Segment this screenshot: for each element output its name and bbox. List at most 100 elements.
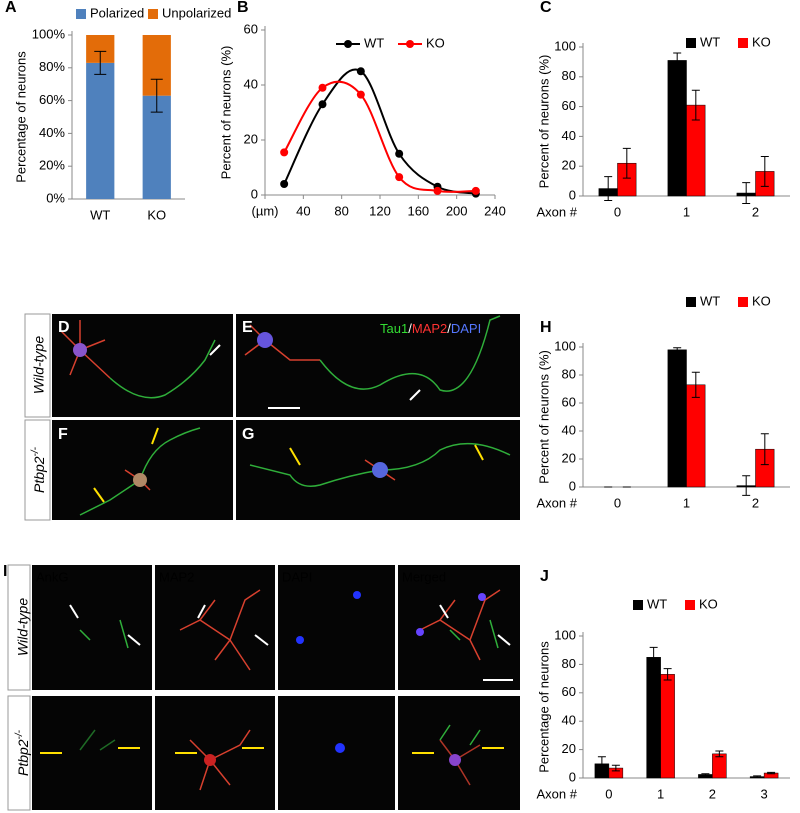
point [395, 173, 404, 182]
y-tick-label: 40 [562, 422, 576, 437]
y-tick-label: 80% [39, 59, 65, 74]
x-tick-label: 0 [614, 495, 621, 510]
bar [686, 384, 706, 488]
y-tick-label: 20 [562, 158, 576, 173]
error-bar [715, 750, 724, 758]
y-tick-label: 80 [562, 366, 576, 381]
x-tick-label: 3 [761, 786, 768, 801]
legend-label: WT [700, 293, 720, 308]
point [395, 149, 404, 158]
legend-label: KO [752, 34, 771, 49]
channel-label: Merged [402, 569, 446, 584]
stain-label: Tau1/MAP2/DAPI [380, 321, 481, 336]
micrograph [398, 565, 520, 690]
point [280, 180, 289, 188]
legend-label: WT [647, 596, 667, 611]
point [356, 67, 365, 76]
text-part: MAP2 [412, 321, 447, 336]
y-tick-label: 60 [244, 21, 258, 36]
x-tick-label: 2 [709, 786, 716, 801]
panel-label: G [242, 426, 254, 443]
legend-swatch [738, 38, 748, 48]
point [433, 186, 442, 195]
y-tick-label: 20 [562, 741, 576, 756]
channel-label: DAPI [282, 569, 312, 584]
y-axis-title: Percent of neurons (%) [536, 350, 551, 484]
error-bar [753, 775, 762, 778]
y-tick-label: 100 [554, 627, 576, 642]
error-bar [673, 52, 682, 69]
text-part: Ptbp2 [15, 739, 31, 776]
micrograph [155, 696, 275, 810]
panel-label: D [58, 319, 70, 336]
x-tick-label: WT [90, 207, 110, 222]
y-tick-label: 60 [562, 394, 576, 409]
channel-label: AnkG [36, 569, 69, 584]
line [283, 80, 476, 193]
y-tick-label: 40 [562, 128, 576, 143]
point [280, 148, 289, 157]
error-bar [691, 89, 700, 121]
y-tick-label: 80 [562, 656, 576, 671]
channel-label: MAP2 [159, 569, 194, 584]
y-tick-label: 100 [554, 338, 576, 353]
legend-marker [344, 40, 352, 48]
y-tick-label: 60% [39, 92, 65, 107]
error-bar [691, 371, 700, 398]
y-tick-label: 0 [569, 769, 576, 784]
y-tick-label: 60 [562, 98, 576, 113]
x-tick-label: 160 [407, 203, 429, 218]
legend-swatch [148, 9, 158, 19]
row-label: Ptbp2-/- [14, 729, 31, 776]
legend-label: KO [752, 293, 771, 308]
text-part: Tau1 [380, 321, 408, 336]
micrograph [155, 565, 275, 690]
micrograph [236, 314, 520, 417]
error-bar [611, 764, 620, 772]
error-bar [663, 668, 672, 681]
text-part: -/- [14, 729, 25, 739]
row-label: Ptbp2-/- [30, 446, 47, 493]
y-tick-label: 40 [562, 713, 576, 728]
x-tick-label: 40 [296, 203, 310, 218]
error-bar [604, 176, 613, 201]
bar-segment [142, 95, 171, 199]
x-axis-title: Axon # [537, 786, 578, 801]
error-bar [150, 78, 163, 113]
y-axis-title: Percent of neurons (%) [536, 55, 551, 189]
panel-label: J [540, 568, 549, 585]
x-tick-label: 0 [614, 204, 621, 219]
y-tick-label: 0 [251, 186, 258, 201]
y-tick-label: 20 [562, 450, 576, 465]
text-part: / [408, 321, 412, 336]
row-label: Wild-type [31, 336, 47, 394]
x-tick-label: 2 [752, 204, 759, 219]
y-tick-label: 40 [244, 76, 258, 91]
text-part: / [447, 321, 451, 336]
panel-label: C [540, 0, 552, 16]
y-tick-label: 100 [554, 38, 576, 53]
legend-swatch [685, 600, 695, 610]
x-tick-label: (µm) [252, 203, 279, 218]
y-tick-label: 0 [569, 478, 576, 493]
x-axis-title: Axon # [537, 204, 578, 219]
text-part: -/- [30, 446, 41, 456]
bar [667, 60, 687, 197]
error-bar [742, 475, 751, 496]
image-panel-dg: Wild-type Ptbp2-/- D E F G Tau1/MAP2/DAP… [24, 313, 520, 521]
legend-label: WT [364, 35, 384, 50]
panel-label: B [237, 0, 249, 16]
x-tick-label: 80 [334, 203, 348, 218]
y-tick-label: 0 [569, 187, 576, 202]
legend-swatch [686, 38, 696, 48]
y-tick-label: 40% [39, 125, 65, 140]
micrograph [52, 420, 233, 520]
point [318, 83, 327, 92]
x-tick-label: 1 [683, 495, 690, 510]
x-tick-label: 0 [605, 786, 612, 801]
legend-marker [406, 40, 414, 48]
error-bar [760, 156, 769, 187]
error-bar [742, 182, 751, 204]
legend-label: Polarized [90, 5, 144, 20]
